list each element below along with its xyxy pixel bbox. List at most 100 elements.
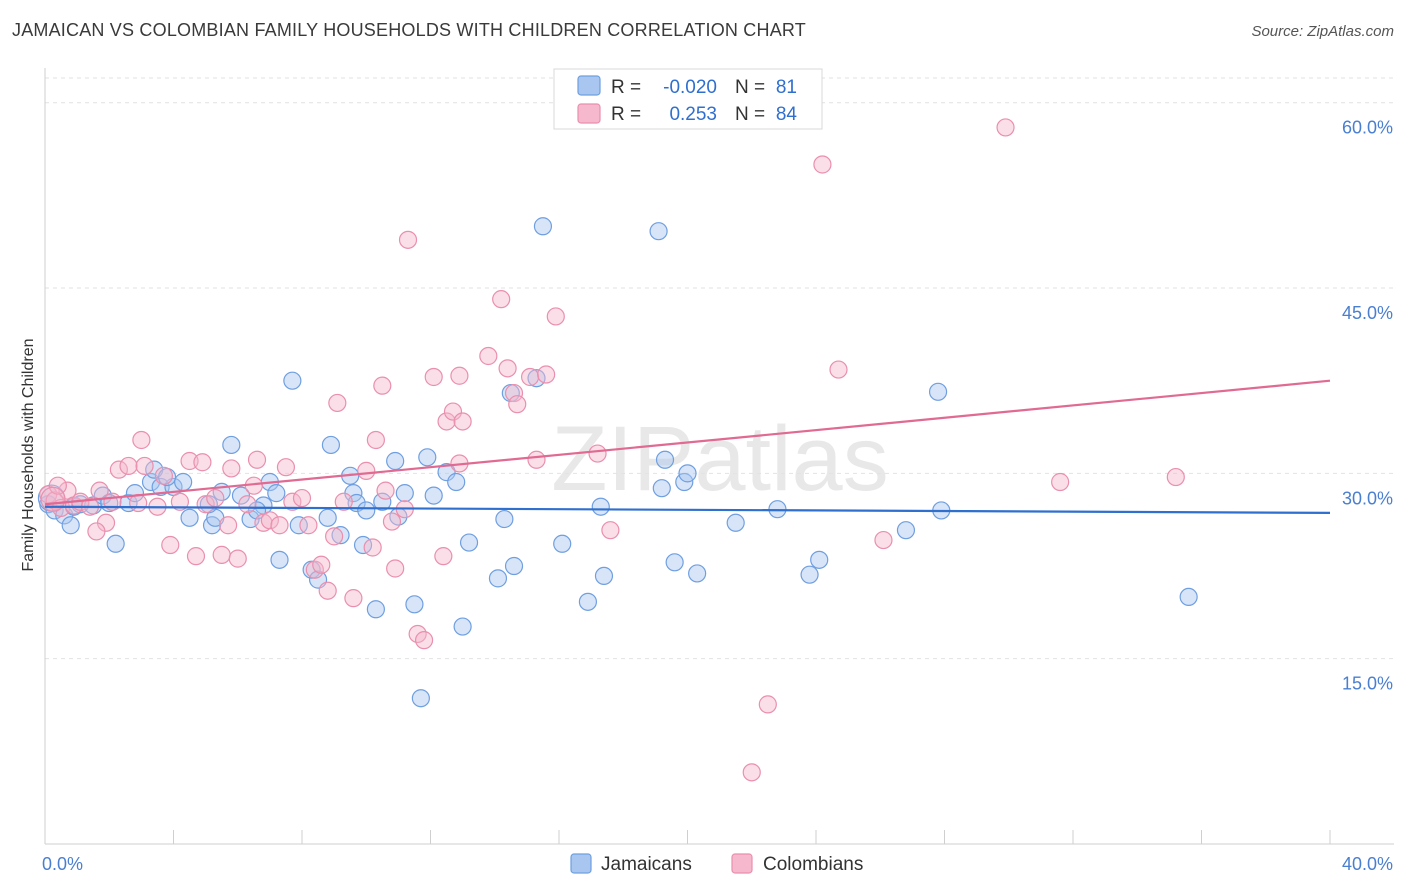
jamaican-trend-line (44, 505, 1331, 514)
jamaican-point (289, 516, 308, 535)
colombian-point (334, 492, 353, 511)
n-label-1: N = (735, 77, 765, 98)
jamaican-point (678, 464, 697, 483)
jamaican-point (553, 534, 572, 553)
colombian-point (492, 290, 511, 309)
colombian-point (813, 155, 832, 174)
series-legend: Jamaicans Colombians (570, 853, 863, 875)
jamaican-point (447, 472, 466, 492)
jamaican-point (270, 550, 289, 569)
colombian-point (508, 395, 527, 414)
y-tick-label: 60.0% (1342, 118, 1393, 138)
colombian-point (212, 545, 231, 564)
colombian-point (109, 460, 128, 479)
legend-jamaicans-label: Jamaicans (601, 854, 692, 875)
jamaican-point (495, 509, 514, 529)
jamaican-point (688, 564, 707, 583)
colombian-point (260, 511, 279, 530)
legend-jamaicans-swatch (570, 853, 592, 874)
colombian-point (135, 456, 154, 476)
colombian-point (546, 307, 565, 326)
colombian-point (1051, 472, 1070, 492)
colombian-point (1166, 467, 1185, 487)
jamaican-point (318, 508, 337, 527)
jamaican-point (405, 595, 424, 614)
jamaican-point (283, 371, 302, 390)
colombian-point (366, 430, 385, 450)
colombian-point (132, 430, 151, 450)
trend-lines (44, 379, 1331, 514)
colombian-point (186, 547, 206, 566)
axes (44, 68, 1394, 845)
jamaican-point (106, 534, 125, 553)
colombian-point (193, 453, 212, 472)
colombian-point (376, 481, 395, 500)
colombian-point (170, 492, 190, 511)
colombian-point (996, 118, 1015, 137)
jamaican-point (437, 463, 456, 482)
jamaican-point (527, 369, 546, 388)
colombian-point (453, 412, 472, 431)
jamaican-point (533, 217, 553, 236)
colombian-point (424, 367, 443, 387)
colombian-point (206, 488, 225, 508)
chart-title: JAMAICAN VS COLOMBIAN FAMILY HOUSEHOLDS … (12, 20, 806, 40)
jamaican-point (1179, 587, 1198, 607)
colombian-point (161, 535, 180, 555)
colombian-point (180, 451, 199, 471)
jamaican-point (151, 477, 170, 497)
n-value-2: 84 (776, 104, 798, 125)
colombian-point (450, 366, 469, 385)
colombian-point (219, 516, 238, 535)
legend-colombians-swatch (731, 853, 753, 874)
colombian-point (437, 412, 456, 431)
colombian-point (742, 763, 761, 782)
colombian-point (318, 581, 337, 600)
colombian-point (40, 486, 66, 512)
jamaican-point (453, 617, 472, 636)
jamaican-point (418, 448, 437, 467)
jamaican-point (488, 569, 508, 588)
colombian-point (270, 516, 289, 535)
r-value-1: -0.020 (663, 77, 717, 98)
colombian-point (283, 492, 302, 511)
jamaican-point (331, 526, 350, 545)
colombian-point (292, 488, 312, 508)
colombian-point (129, 493, 148, 513)
jamaican-point (896, 521, 916, 540)
jamaican-point (810, 550, 829, 569)
colombian-point (601, 521, 620, 540)
tick-labels: 15.0% 30.0% 45.0% 60.0% 0.0% 40.0% (42, 118, 1393, 874)
jamaican-point (591, 497, 610, 516)
colombian-point (325, 527, 344, 546)
jamaican-point (357, 501, 376, 520)
y-tick-label: 45.0% (1342, 303, 1393, 323)
r-value-2: 0.253 (669, 104, 717, 125)
colombian-point (119, 456, 138, 476)
jamaican-point (373, 492, 392, 511)
colombian-point (829, 360, 848, 379)
colombian-point (398, 230, 418, 249)
jamaican-point (928, 382, 948, 401)
colombian-point (527, 450, 546, 469)
jamaican-point (395, 484, 414, 503)
r-label-2: R = (611, 104, 641, 125)
colombian-point (312, 555, 331, 574)
jamaican-point (222, 435, 241, 455)
jamaican-point (459, 533, 479, 552)
jamaican-point (578, 592, 598, 611)
jamaican-point (366, 600, 385, 619)
colombian-point (247, 450, 267, 469)
colombian-swatch (577, 103, 601, 124)
jamaican-point (655, 450, 675, 469)
y-axis-label: Family Households with Children (20, 339, 37, 572)
colombian-point (537, 365, 556, 384)
colombian-point (498, 359, 517, 378)
colombian-point (758, 695, 777, 714)
jamaican-point (61, 516, 80, 535)
colombian-point (48, 476, 67, 495)
jamaican-point (424, 486, 443, 505)
jamaican-point (504, 556, 524, 576)
jamaican-point (649, 222, 668, 241)
colombian-point (520, 367, 540, 387)
